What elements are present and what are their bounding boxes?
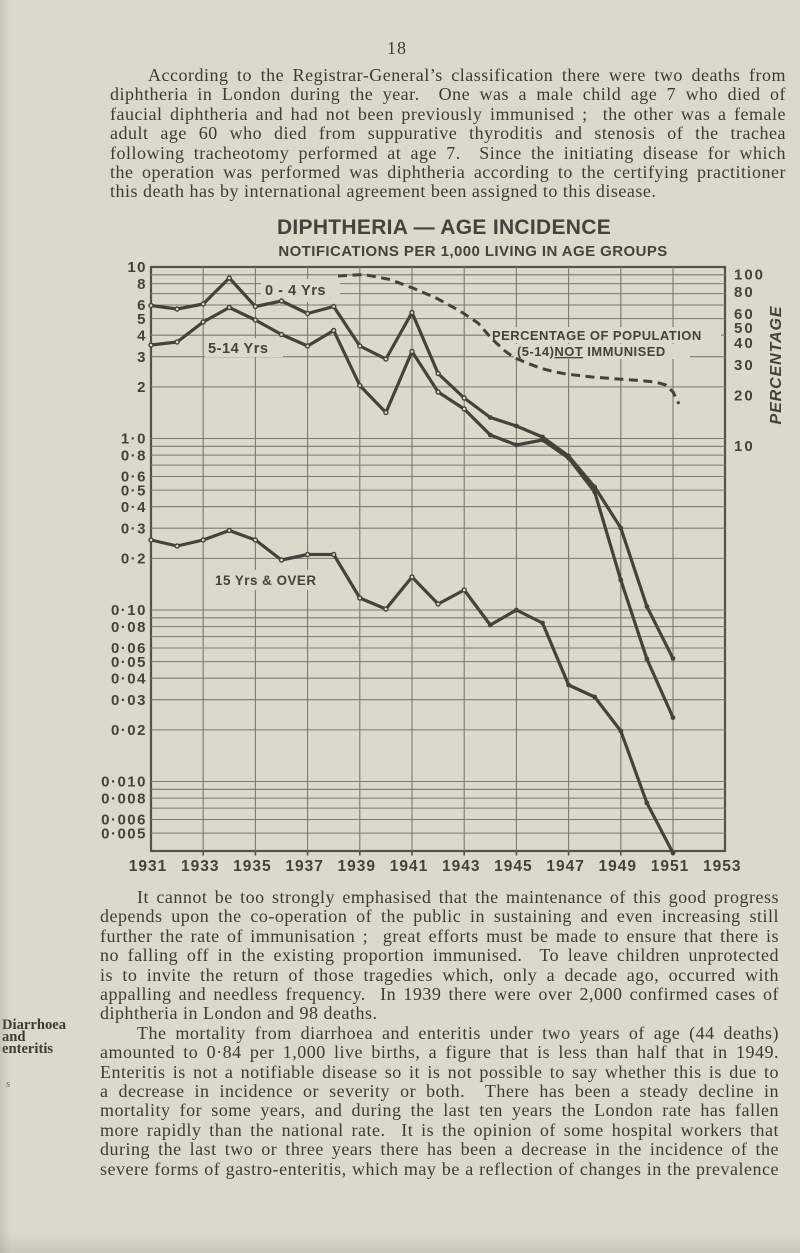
svg-text:1941: 1941 [390,858,428,875]
svg-text:0·03: 0·03 [111,692,147,709]
svg-text:10: 10 [127,259,147,276]
svg-text:0·02: 0·02 [111,722,147,739]
svg-text:0·10: 0·10 [111,602,147,619]
svg-text:60: 60 [734,306,755,323]
svg-text:1935: 1935 [233,858,271,875]
svg-text:100: 100 [734,267,765,284]
svg-text:2: 2 [137,379,147,396]
svg-text:3: 3 [137,349,147,366]
svg-text:1947: 1947 [546,858,584,875]
svg-text:PERCENTAGE: PERCENTAGE [768,305,785,424]
svg-text:0·04: 0·04 [111,670,147,687]
svg-text:4: 4 [137,327,147,344]
svg-text:PERCENTAGE OF POPULATION: PERCENTAGE OF POPULATION [492,328,702,343]
svg-text:1943: 1943 [442,858,480,875]
svg-text:1·0: 1·0 [121,431,147,448]
svg-text:0 - 4 Yrs: 0 - 4 Yrs [265,283,326,299]
svg-text:8: 8 [137,276,147,293]
svg-text:1945: 1945 [494,858,532,875]
svg-text:0·05: 0·05 [111,654,147,671]
svg-text:0·010: 0·010 [101,774,147,791]
svg-text:40: 40 [734,335,755,352]
svg-text:30: 30 [734,357,755,374]
svg-text:1937: 1937 [285,858,323,875]
svg-text:1949: 1949 [599,858,637,875]
svg-text:5-14 Yrs: 5-14 Yrs [208,341,269,357]
svg-text:1953: 1953 [703,858,741,875]
svg-text:5: 5 [137,311,147,328]
svg-text:0·5: 0·5 [121,482,147,499]
svg-text:1931: 1931 [129,858,167,875]
svg-text:10: 10 [734,438,755,455]
svg-text:15 Yrs & OVER: 15 Yrs & OVER [215,573,317,588]
svg-text:0·006: 0·006 [101,812,147,829]
svg-text:6: 6 [137,297,147,314]
svg-text:0·8: 0·8 [121,447,147,464]
svg-text:(5-14)NOT IMMUNISED: (5-14)NOT IMMUNISED [517,344,666,359]
svg-text:0·4: 0·4 [121,499,147,516]
svg-text:1939: 1939 [338,858,376,875]
svg-text:NOTIFICATIONS PER 1,000 LIVING: NOTIFICATIONS PER 1,000 LIVING IN AGE GR… [278,243,667,260]
svg-text:0·06: 0·06 [111,640,147,657]
svg-text:20: 20 [734,388,755,405]
svg-text:1933: 1933 [181,858,219,875]
svg-text:0·008: 0·008 [101,790,147,807]
svg-text:1951: 1951 [651,858,689,875]
svg-text:0·005: 0·005 [101,825,147,842]
svg-text:DIPHTHERIA — AGE INCIDENCE: DIPHTHERIA — AGE INCIDENCE [277,216,611,239]
svg-text:0·3: 0·3 [121,520,147,537]
svg-text:0·08: 0·08 [111,619,147,636]
svg-text:50: 50 [734,320,755,337]
svg-text:0·2: 0·2 [121,551,147,568]
svg-text:0·6: 0·6 [121,469,147,486]
svg-text:80: 80 [734,284,755,301]
